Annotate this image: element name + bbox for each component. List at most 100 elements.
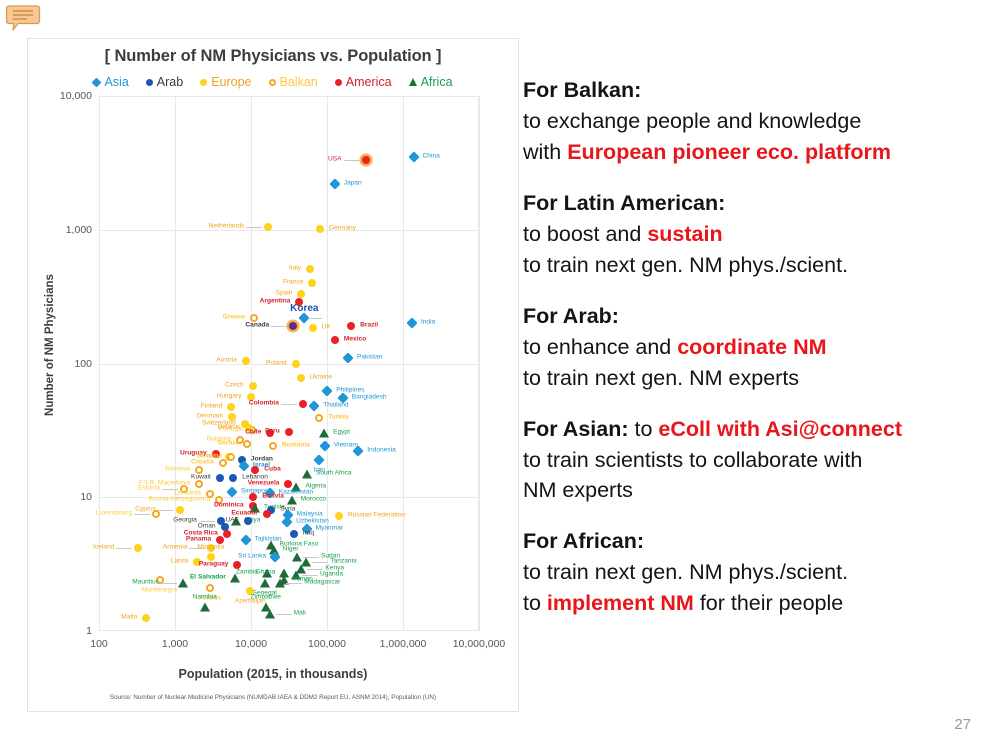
label-leader-line bbox=[343, 160, 360, 162]
label-leader-line bbox=[275, 613, 292, 615]
marker-circle-icon bbox=[206, 552, 215, 561]
marker-circle-icon bbox=[215, 473, 224, 482]
label-leader-line bbox=[158, 510, 175, 512]
marker-circle-icon bbox=[315, 224, 324, 233]
data-point-label: Pakistan bbox=[356, 353, 383, 361]
data-point-label: Singapore bbox=[240, 487, 271, 495]
label-leader-line bbox=[308, 317, 323, 319]
y-axis-title: Number of NM Physicians bbox=[44, 274, 56, 416]
data-point-label: Zimbabwe bbox=[250, 594, 281, 602]
marker-circle-icon bbox=[306, 264, 315, 273]
data-point-label: Belarus bbox=[217, 423, 241, 431]
data-point-label: Armenia bbox=[162, 543, 188, 551]
data-point-label: South Africa bbox=[315, 469, 352, 477]
legend-label: America bbox=[345, 75, 392, 89]
data-point-label: Algeria bbox=[305, 482, 326, 490]
data-point-label: Bulgaria bbox=[206, 435, 231, 443]
marker-circle-icon bbox=[262, 509, 271, 518]
data-point-label: Costa Rica bbox=[183, 529, 218, 537]
body-text: with bbox=[523, 139, 568, 164]
marker-circle-icon bbox=[211, 450, 220, 459]
marker-circle-icon bbox=[289, 322, 298, 331]
data-point-label: Hungary bbox=[216, 392, 242, 400]
label-leader-line bbox=[198, 520, 215, 522]
data-point-label: Brazil bbox=[360, 321, 379, 329]
data-point-label: Sudan bbox=[320, 552, 341, 560]
marker-ring-icon bbox=[242, 440, 251, 449]
recommendation-heading-line: For Arab: bbox=[523, 301, 993, 332]
data-point-label: Serbia bbox=[217, 439, 238, 447]
data-point-label: Mexico bbox=[343, 335, 367, 343]
data-point-label: Turkey bbox=[328, 413, 350, 421]
label-leader-line bbox=[286, 582, 303, 584]
data-point-label: Malaysia bbox=[296, 510, 323, 518]
marker-circle-icon bbox=[264, 222, 273, 231]
marker-ring-icon bbox=[315, 414, 324, 423]
marker-circle-icon bbox=[240, 420, 249, 429]
marker-circle-icon bbox=[241, 356, 250, 365]
marker-circle-icon bbox=[298, 399, 307, 408]
marker-circle-icon bbox=[297, 290, 306, 299]
marker-triangle-icon bbox=[319, 428, 330, 438]
marker-ring-icon bbox=[226, 452, 235, 461]
marker-circle-icon bbox=[245, 423, 254, 432]
legend-item-america: America bbox=[334, 75, 392, 89]
body-text: to train scientists to collaborate with bbox=[523, 447, 863, 472]
recommendation-line: to implement NM for their people bbox=[523, 588, 993, 619]
comment-bubble-icon[interactable] bbox=[5, 4, 42, 34]
marker-circle-icon bbox=[237, 455, 246, 464]
x-axis-tick-label: 100 bbox=[90, 638, 108, 650]
x-axis-tick-label: 100,000 bbox=[308, 638, 346, 650]
data-point-label: Yemen bbox=[292, 575, 313, 583]
marker-ring-icon bbox=[205, 490, 214, 499]
marker-triangle-icon bbox=[301, 469, 312, 479]
label-leader-line bbox=[134, 513, 151, 515]
label-leader-line bbox=[116, 547, 133, 549]
data-point-label: Chile bbox=[245, 429, 262, 437]
marker-circle-icon bbox=[134, 543, 143, 552]
marker-triangle-icon bbox=[275, 578, 286, 588]
label-leader-line bbox=[280, 403, 297, 405]
label-leader-line bbox=[312, 561, 329, 563]
data-point-label: Norway bbox=[198, 452, 221, 460]
data-point-label: Uruguay bbox=[179, 449, 207, 457]
legend-item-africa: Africa bbox=[408, 75, 453, 89]
data-point-label: Egypt bbox=[333, 429, 350, 437]
data-point-label: Senegal bbox=[252, 589, 277, 597]
data-point-label: UK bbox=[321, 323, 331, 331]
data-point-label: USA bbox=[328, 156, 342, 164]
legend-item-europe: Europe bbox=[200, 75, 252, 89]
data-point-label: India bbox=[420, 318, 436, 326]
data-point-label: Iceland bbox=[93, 543, 115, 551]
marker-ring-icon bbox=[206, 583, 215, 592]
marker-ring-icon bbox=[155, 576, 164, 585]
legend-marker-circle-icon bbox=[145, 78, 153, 86]
body-text: to bbox=[628, 416, 659, 441]
recommendation-heading: For Balkan: bbox=[523, 78, 642, 102]
marker-circle-icon bbox=[220, 522, 229, 531]
x-axis-tick-label: 10,000 bbox=[234, 638, 268, 650]
data-point-label: Bolivia bbox=[262, 492, 284, 500]
data-point-label: France bbox=[282, 278, 304, 286]
data-point-label: Tanzania bbox=[330, 557, 357, 565]
recommendation-block: For Balkan: to exchange people and knowle… bbox=[523, 75, 993, 168]
data-point-label: Estonia bbox=[137, 484, 160, 492]
marker-triangle-icon bbox=[260, 602, 271, 612]
data-point-label: Netherlands bbox=[208, 222, 245, 230]
x-axis-tick-label: 1,000,000 bbox=[379, 638, 427, 650]
recommendation-block: For Asian: to eColl with Asi@connect to t… bbox=[523, 414, 993, 507]
data-point-label: Albania bbox=[199, 594, 222, 602]
y-gridline bbox=[99, 363, 479, 365]
marker-triangle-icon bbox=[230, 516, 241, 525]
data-point-label: Libya bbox=[244, 516, 261, 524]
data-point-label: Azerbaijan bbox=[234, 597, 266, 605]
data-point-label: Montenegro bbox=[141, 586, 178, 594]
highlighted-text: implement NM bbox=[546, 591, 694, 616]
marker-triangle-icon bbox=[261, 568, 272, 578]
marker-circle-icon bbox=[334, 511, 343, 520]
marker-circle-icon bbox=[244, 517, 253, 526]
data-point-label: Iraq bbox=[302, 529, 315, 537]
marker-circle-icon bbox=[291, 359, 300, 368]
marker-triangle-icon bbox=[291, 552, 302, 562]
marker-triangle-icon bbox=[177, 578, 188, 588]
